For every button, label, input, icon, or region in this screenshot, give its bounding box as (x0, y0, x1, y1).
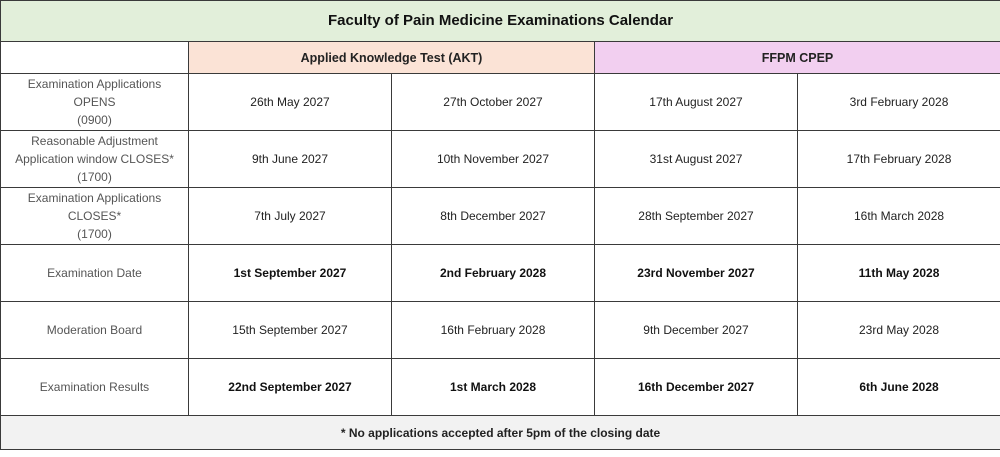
row-label-line: (1700) (77, 170, 112, 184)
date-cell: 15th September 2027 (188, 301, 392, 359)
date-cell: 11th May 2028 (796, 244, 1000, 302)
date-cell: 8th December 2027 (391, 187, 595, 245)
table-row: Examination Date 1st September 2027 2nd Fe… (0, 244, 1000, 302)
date-cell: 9th December 2027 (594, 301, 798, 359)
date-cell: 17th February 2028 (796, 130, 1000, 188)
date-cell: 28th September 2027 (594, 187, 798, 245)
header-ffpm-cpep: FFPM CPEP (593, 41, 1000, 74)
row-label-line: Examination Results (39, 380, 150, 394)
header-akt: Applied Knowledge Test (AKT) (188, 41, 595, 74)
date-cell: 6th June 2028 (796, 358, 1000, 416)
row-label-line: (1700) (77, 227, 112, 241)
row-label-line: Examination Applications (27, 77, 162, 91)
table-row: Moderation Board 15th September 2027 16th … (0, 301, 1000, 359)
row-label: Examination Applications CLOSES* (1700) (0, 187, 189, 245)
row-label-line: OPENS (73, 95, 116, 109)
table-title: Faculty of Pain Medicine Examinations Ca… (0, 0, 1000, 42)
date-cell: 1st March 2028 (391, 358, 595, 416)
row-label-line: Moderation Board (46, 323, 143, 337)
row-label: Examination Results (0, 358, 189, 416)
date-cell: 10th November 2027 (391, 130, 595, 188)
row-label-line: Reasonable Adjustment (31, 134, 158, 148)
date-cell: 26th May 2027 (188, 73, 392, 131)
date-cell: 3rd February 2028 (796, 73, 1000, 131)
table-row: Examination Results 22nd September 2027 1s… (0, 358, 1000, 416)
row-label: Moderation Board (0, 301, 189, 359)
date-cell: 1st September 2027 (188, 244, 392, 302)
table-row: Examination Applications CLOSES* (1700) 7th… (0, 187, 1000, 245)
header-blank-cell (0, 41, 189, 74)
date-cell: 31st August 2027 (594, 130, 798, 188)
date-cell: 23rd November 2027 (594, 244, 798, 302)
date-cell: 16th December 2027 (594, 358, 798, 416)
footnote: * No applications accepted after 5pm of … (0, 415, 1000, 450)
row-label: Examination Applications OPENS (0900) (0, 73, 189, 131)
date-cell: 2nd February 2028 (391, 244, 595, 302)
row-label-line: Application window CLOSES* (15, 152, 174, 166)
date-cell: 22nd September 2027 (188, 358, 392, 416)
row-label: Examination Date (0, 244, 189, 302)
table-row: Examination Applications OPENS (0900) 26th … (0, 73, 1000, 131)
date-cell: 7th July 2027 (188, 187, 392, 245)
date-cell: 17th August 2027 (594, 73, 798, 131)
date-cell: 27th October 2027 (391, 73, 595, 131)
row-label-line: Examination Date (47, 266, 142, 280)
row-label-line: (0900) (77, 113, 112, 127)
row-label: Reasonable Adjustment Application window … (0, 130, 189, 188)
table-row: Reasonable Adjustment Application window … (0, 130, 1000, 188)
date-cell: 23rd May 2028 (796, 301, 1000, 359)
date-cell: 9th June 2027 (188, 130, 392, 188)
date-cell: 16th March 2028 (796, 187, 1000, 245)
row-label-line: Examination Applications (27, 191, 162, 205)
date-cell: 16th February 2028 (391, 301, 595, 359)
row-label-line: CLOSES* (67, 209, 122, 223)
